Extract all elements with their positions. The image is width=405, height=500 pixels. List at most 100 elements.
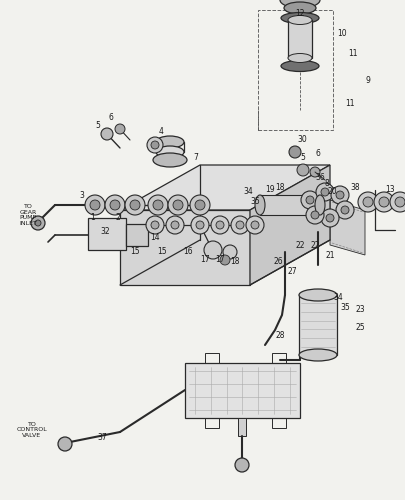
- Text: 25: 25: [354, 324, 364, 332]
- Bar: [88, 218, 126, 250]
- Text: 4: 4: [158, 128, 163, 136]
- Circle shape: [235, 221, 243, 229]
- Circle shape: [288, 146, 300, 158]
- Ellipse shape: [298, 289, 336, 301]
- Circle shape: [309, 167, 319, 177]
- Text: 2: 2: [115, 212, 120, 222]
- Circle shape: [194, 200, 205, 210]
- Circle shape: [153, 200, 162, 210]
- Text: 27: 27: [286, 268, 296, 276]
- Text: 22: 22: [294, 240, 304, 250]
- Text: 30: 30: [296, 136, 306, 144]
- Bar: [271, 418, 285, 428]
- Polygon shape: [329, 200, 364, 255]
- Circle shape: [211, 216, 228, 234]
- Circle shape: [222, 245, 237, 259]
- Circle shape: [58, 437, 72, 451]
- Polygon shape: [249, 165, 329, 285]
- Text: 34: 34: [243, 188, 252, 196]
- Text: 17: 17: [215, 256, 224, 264]
- Text: 10: 10: [337, 28, 346, 38]
- Circle shape: [220, 255, 230, 265]
- Circle shape: [166, 216, 183, 234]
- Bar: [259, 195, 319, 215]
- Ellipse shape: [254, 195, 264, 215]
- Bar: [287, 20, 311, 58]
- Circle shape: [315, 183, 333, 201]
- Text: 32: 32: [100, 228, 109, 236]
- Circle shape: [335, 191, 343, 199]
- Circle shape: [305, 196, 313, 204]
- Text: 35: 35: [339, 304, 349, 312]
- Circle shape: [171, 221, 179, 229]
- Text: TO
CONTROL
VALVE: TO CONTROL VALVE: [17, 422, 47, 438]
- Ellipse shape: [156, 136, 183, 148]
- Text: 19: 19: [264, 186, 274, 194]
- Text: 14: 14: [150, 234, 160, 242]
- Ellipse shape: [280, 60, 318, 72]
- Circle shape: [151, 141, 159, 149]
- Text: 34: 34: [333, 294, 342, 302]
- Circle shape: [148, 195, 168, 215]
- Circle shape: [362, 197, 372, 207]
- Ellipse shape: [287, 54, 311, 62]
- Text: 6: 6: [108, 114, 113, 122]
- Circle shape: [190, 216, 209, 234]
- Text: 21: 21: [324, 252, 334, 260]
- Ellipse shape: [287, 16, 311, 24]
- Circle shape: [130, 200, 140, 210]
- Text: 37: 37: [97, 434, 107, 442]
- Bar: [185, 363, 299, 418]
- Circle shape: [147, 137, 162, 153]
- Polygon shape: [120, 165, 329, 210]
- Text: 18: 18: [275, 184, 284, 192]
- Text: 23: 23: [354, 306, 364, 314]
- Bar: [271, 353, 285, 363]
- Circle shape: [310, 211, 318, 219]
- Bar: [205, 418, 218, 428]
- Ellipse shape: [314, 195, 324, 215]
- Circle shape: [215, 221, 224, 229]
- Text: 18: 18: [230, 258, 239, 266]
- Circle shape: [110, 200, 120, 210]
- Circle shape: [389, 192, 405, 212]
- Text: 35: 35: [249, 198, 259, 206]
- Circle shape: [325, 214, 333, 222]
- Circle shape: [340, 206, 348, 214]
- Circle shape: [35, 220, 41, 226]
- Circle shape: [203, 241, 222, 259]
- Circle shape: [31, 216, 45, 230]
- Text: 15: 15: [130, 248, 139, 256]
- Ellipse shape: [153, 153, 187, 167]
- Bar: [257, 10, 332, 130]
- Circle shape: [151, 221, 159, 229]
- Circle shape: [378, 197, 388, 207]
- Circle shape: [105, 195, 125, 215]
- Text: 11: 11: [347, 48, 357, 58]
- Bar: [126, 224, 148, 246]
- Text: 28: 28: [275, 330, 284, 340]
- Circle shape: [296, 164, 308, 176]
- Circle shape: [125, 195, 145, 215]
- Circle shape: [196, 221, 203, 229]
- Bar: [237, 418, 245, 436]
- Ellipse shape: [279, 0, 319, 8]
- Text: 22: 22: [309, 240, 319, 250]
- Ellipse shape: [284, 2, 315, 14]
- Circle shape: [230, 216, 248, 234]
- Text: 12: 12: [294, 8, 304, 18]
- Text: TO
GEAR
PUMP
INLET: TO GEAR PUMP INLET: [19, 204, 37, 226]
- Circle shape: [146, 216, 164, 234]
- Circle shape: [115, 124, 125, 134]
- Text: 38: 38: [350, 184, 359, 192]
- Text: 6: 6: [315, 150, 320, 158]
- Text: 3: 3: [79, 190, 84, 200]
- Circle shape: [305, 206, 323, 224]
- Text: 7: 7: [193, 154, 198, 162]
- Ellipse shape: [156, 146, 183, 158]
- Circle shape: [250, 221, 258, 229]
- Circle shape: [190, 195, 209, 215]
- Bar: [205, 353, 218, 363]
- Circle shape: [234, 458, 248, 472]
- Circle shape: [168, 195, 188, 215]
